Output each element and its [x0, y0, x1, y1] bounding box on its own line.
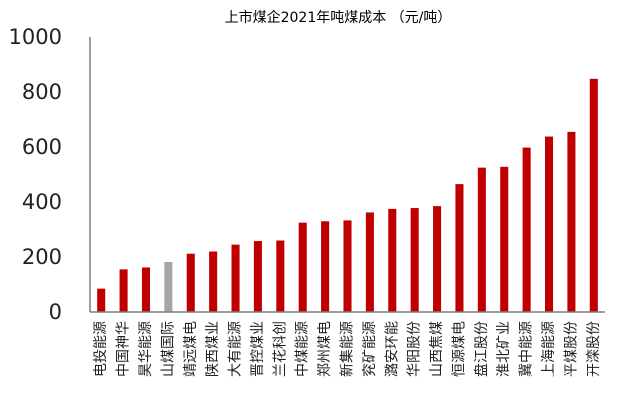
x-tick-label-18: 淮北矿业	[496, 321, 512, 377]
bar-22	[589, 78, 598, 312]
bar-20	[544, 136, 554, 312]
y-tick-label-5: 1000	[9, 25, 62, 49]
bar-11	[343, 220, 352, 312]
x-tick-label-11: 新集能源	[339, 321, 356, 377]
x-tick-label-10: 郑州煤电	[317, 321, 333, 377]
x-tick-label-2: 昊华能源	[138, 321, 154, 377]
bar-5	[209, 251, 218, 312]
bar-6	[231, 244, 240, 312]
bar-7	[253, 241, 262, 312]
x-tick-label-8: 兰花科创	[272, 321, 288, 377]
x-tick-label-1: 中国神华	[116, 321, 132, 377]
bar-2	[141, 267, 151, 312]
y-tick-label-1: 200	[22, 245, 62, 269]
x-tick-label-12: 兖矿能源	[362, 321, 378, 377]
bar-17	[477, 167, 486, 312]
x-tick-label-14: 华阳股份	[407, 321, 423, 377]
x-tick-label-20: 上海能源	[541, 321, 557, 377]
x-tick-label-15: 山西焦煤	[429, 321, 445, 377]
bar-9	[298, 222, 307, 312]
bar-13	[388, 208, 397, 312]
y-tick-label-2: 400	[22, 190, 62, 214]
chart-title: 上市煤企2021年吨煤成本 （元/吨）	[225, 9, 452, 26]
bar-3	[164, 261, 173, 312]
bar-18	[500, 166, 509, 312]
x-tick-label-3: 山煤国际	[160, 321, 176, 377]
bar-1	[119, 269, 128, 312]
x-tick-label-4: 靖远煤电	[183, 321, 199, 377]
x-tick-label-21: 平煤股份	[563, 321, 579, 377]
bar-14	[410, 208, 419, 312]
bar-8	[276, 240, 285, 312]
y-tick-label-0: 0	[49, 300, 62, 324]
bars	[97, 78, 598, 312]
bar-21	[567, 131, 576, 312]
x-tick-label-5: 陕西煤业	[205, 321, 221, 377]
y-axis-ticks: 0 200 400 600 800 1000	[9, 25, 62, 324]
y-tick-label-4: 800	[22, 80, 62, 104]
watermark: @雪球@投资煤记	[528, 370, 632, 386]
x-tick-label-7: 晋控煤业	[250, 321, 266, 377]
bar-12	[365, 212, 374, 312]
x-tick-label-22: 开滦股份	[586, 321, 602, 377]
x-tick-label-0: 电投能源	[93, 321, 109, 377]
x-tick-label-6: 大有能源	[228, 321, 244, 377]
x-tick-label-19: 冀中能源	[519, 321, 535, 377]
x-axis-ticks: 电投能源 中国神华 昊华能源 山煤国际 靖远煤电 陕西煤业 大有能源 晋控煤业 兰花科创 中煤能源…	[93, 321, 602, 377]
bar-10	[321, 221, 330, 312]
x-tick-label-17: 盘江股份	[473, 321, 490, 377]
bar-0	[97, 288, 106, 312]
bar-19	[522, 147, 531, 312]
x-tick-label-16: 恒源煤电	[451, 321, 467, 377]
y-tick-label-3: 600	[22, 135, 62, 159]
bar-15	[433, 206, 442, 312]
x-tick-label-13: 潞安环能	[384, 321, 400, 377]
x-tick-label-9: 中煤能源	[295, 321, 311, 377]
bar-16	[455, 184, 464, 312]
bar-4	[186, 253, 195, 312]
